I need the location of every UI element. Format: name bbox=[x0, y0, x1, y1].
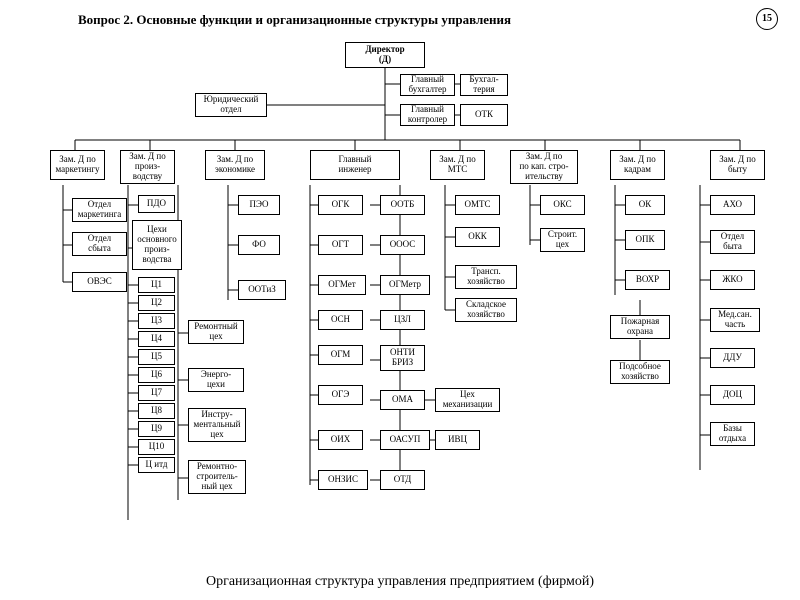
node-c10: Ц10 bbox=[138, 439, 175, 455]
node-doc: ДОЦ bbox=[710, 385, 755, 405]
node-ddu: ДДУ bbox=[710, 348, 755, 368]
node-zam-byt: Зам. Д побыту bbox=[710, 150, 765, 180]
node-zam-proizv: Зам. Д попроиз-водству bbox=[120, 150, 175, 184]
node-otdel-byt: Отделбыта bbox=[710, 230, 755, 254]
caption: Организационная структура управления пре… bbox=[0, 574, 800, 590]
node-accounting: Бухгал-терия bbox=[460, 74, 508, 96]
node-podsob: Подсобноехозяйство bbox=[610, 360, 670, 384]
node-otk: ОТК bbox=[460, 104, 508, 126]
node-ceh-meh: Цехмеханизации bbox=[435, 388, 500, 412]
node-c5: Ц5 bbox=[138, 349, 175, 365]
page-number: 15 bbox=[756, 8, 778, 30]
node-c1: Ц1 bbox=[138, 277, 175, 293]
node-onzis: ОНЗИС bbox=[318, 470, 368, 490]
node-zhko: ЖКО bbox=[710, 270, 755, 290]
node-ok: ОК bbox=[625, 195, 665, 215]
node-otdel-mkt: Отделмаркетинга bbox=[72, 198, 127, 222]
node-remont: Ремонтныйцех bbox=[188, 320, 244, 344]
node-c7: Ц7 bbox=[138, 385, 175, 401]
node-cehi: Цехиосновногопроиз-водства bbox=[132, 220, 182, 270]
node-chief-ctrl: Главныйконтролер bbox=[400, 104, 455, 126]
node-onti: ОНТИБРИЗ bbox=[380, 345, 425, 371]
node-oks: ОКС bbox=[540, 195, 585, 215]
node-pozhar: Пожарнаяохрана bbox=[610, 315, 670, 339]
node-otdel-sbyt: Отделсбыта bbox=[72, 232, 127, 256]
node-medsan: Мед.сан.часть bbox=[710, 308, 760, 332]
node-opk: ОПК bbox=[625, 230, 665, 250]
node-peo: ПЭО bbox=[238, 195, 280, 215]
node-zam-marketing: Зам. Д помаркетингу bbox=[50, 150, 105, 180]
node-ogt: ОГТ bbox=[318, 235, 363, 255]
node-pdo: ПДО bbox=[138, 195, 175, 213]
page-title: Вопрос 2. Основные функции и организацио… bbox=[78, 12, 511, 28]
node-c9: Ц9 bbox=[138, 421, 175, 437]
node-citd: Ц итд bbox=[138, 457, 175, 473]
node-ootiz: ООТиЗ bbox=[238, 280, 286, 300]
node-oih: ОИХ bbox=[318, 430, 363, 450]
node-bazy: Базыотдыха bbox=[710, 422, 755, 446]
node-instrum: Инстру-ментальныйцех bbox=[188, 408, 246, 442]
node-stroy: Строит.цех bbox=[540, 228, 585, 252]
node-ootb: ООТБ bbox=[380, 195, 425, 215]
node-omts: ОМТС bbox=[455, 195, 500, 215]
node-zam-kadr: Зам. Д покадрам bbox=[610, 150, 665, 180]
node-czl: ЦЗЛ bbox=[380, 310, 425, 330]
node-oge: ОГЭ bbox=[318, 385, 363, 405]
node-energo: Энерго-цехи bbox=[188, 368, 244, 392]
node-c6: Ц6 bbox=[138, 367, 175, 383]
node-oasup: ОАСУП bbox=[380, 430, 430, 450]
node-aho: АХО bbox=[710, 195, 755, 215]
node-ogk: ОГК bbox=[318, 195, 363, 215]
node-zam-kap: Зам. Д попо кап. стро-ительству bbox=[510, 150, 578, 184]
node-ogm: ОГМ bbox=[318, 345, 363, 365]
node-transp: Трансп.хозяйство bbox=[455, 265, 517, 289]
node-sklad: Складскоехозяйство bbox=[455, 298, 517, 322]
node-c3: Ц3 bbox=[138, 313, 175, 329]
node-vohr: ВОХР bbox=[625, 270, 670, 290]
node-oma: ОМА bbox=[380, 390, 425, 410]
node-okk: ОКК bbox=[455, 227, 500, 247]
node-ogmetr: ОГМетр bbox=[380, 275, 430, 295]
node-director: Директор(Д) bbox=[345, 42, 425, 68]
node-c2: Ц2 bbox=[138, 295, 175, 311]
node-ogmet: ОГМет bbox=[318, 275, 366, 295]
node-otd: ОТД bbox=[380, 470, 425, 490]
node-c4: Ц4 bbox=[138, 331, 175, 347]
node-oves: ОВЭС bbox=[72, 272, 127, 292]
node-chief-acct: Главныйбухгалтер bbox=[400, 74, 455, 96]
node-remstroy: Ремонтно-строитель-ный цех bbox=[188, 460, 246, 494]
node-osn: ОСН bbox=[318, 310, 363, 330]
node-ivc: ИВЦ bbox=[435, 430, 480, 450]
node-legal: Юридическийотдел bbox=[195, 93, 267, 117]
node-ooos: ОООС bbox=[380, 235, 425, 255]
node-zam-econ: Зам. Д поэкономике bbox=[205, 150, 265, 180]
node-c8: Ц8 bbox=[138, 403, 175, 419]
node-chief-eng: Главныйинженер bbox=[310, 150, 400, 180]
node-fo: ФО bbox=[238, 235, 280, 255]
node-zam-mts: Зам. Д поМТС bbox=[430, 150, 485, 180]
